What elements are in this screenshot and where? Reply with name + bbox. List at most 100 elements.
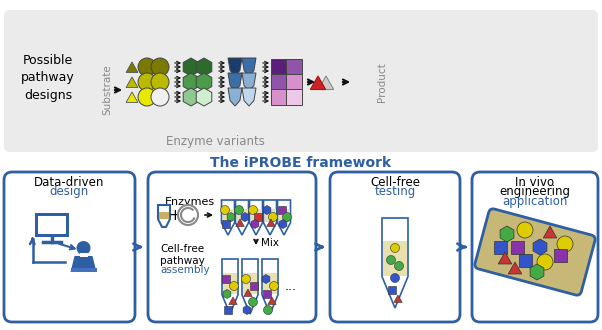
Bar xyxy=(286,74,302,90)
Bar xyxy=(254,213,262,221)
Polygon shape xyxy=(530,264,544,280)
Polygon shape xyxy=(264,209,276,222)
Polygon shape xyxy=(243,273,257,294)
Bar xyxy=(553,248,566,261)
Circle shape xyxy=(249,298,258,307)
Bar xyxy=(494,241,506,253)
Polygon shape xyxy=(183,73,199,91)
Text: Product: Product xyxy=(377,62,387,102)
Polygon shape xyxy=(223,289,231,299)
Circle shape xyxy=(517,222,533,238)
Text: testing: testing xyxy=(374,185,415,199)
Polygon shape xyxy=(222,200,235,235)
FancyBboxPatch shape xyxy=(330,172,460,322)
Polygon shape xyxy=(222,259,238,314)
Polygon shape xyxy=(223,273,237,294)
Polygon shape xyxy=(229,297,237,305)
Polygon shape xyxy=(237,209,247,222)
Text: Mix: Mix xyxy=(261,238,279,248)
Circle shape xyxy=(178,205,198,225)
Polygon shape xyxy=(543,226,557,238)
Circle shape xyxy=(537,254,553,270)
Bar xyxy=(70,268,96,272)
Polygon shape xyxy=(196,73,212,91)
Bar xyxy=(286,59,302,75)
FancyBboxPatch shape xyxy=(4,10,598,152)
Bar xyxy=(34,213,69,237)
Polygon shape xyxy=(394,295,402,303)
Bar xyxy=(388,286,396,294)
Polygon shape xyxy=(498,252,512,264)
Bar xyxy=(37,216,66,234)
Circle shape xyxy=(220,206,229,214)
Polygon shape xyxy=(159,212,169,219)
Circle shape xyxy=(229,281,238,290)
Polygon shape xyxy=(500,226,514,242)
Polygon shape xyxy=(196,58,212,76)
Text: design: design xyxy=(50,185,89,199)
Bar xyxy=(278,206,286,214)
Circle shape xyxy=(268,213,278,221)
Polygon shape xyxy=(235,200,249,235)
Polygon shape xyxy=(227,213,235,221)
Polygon shape xyxy=(278,200,291,235)
Polygon shape xyxy=(244,289,252,296)
Text: ...: ... xyxy=(285,280,297,292)
Text: Possible
pathway
designs: Possible pathway designs xyxy=(21,54,75,102)
Polygon shape xyxy=(508,262,522,274)
Text: Cell-free
pathway: Cell-free pathway xyxy=(160,244,205,266)
Circle shape xyxy=(282,213,291,221)
Polygon shape xyxy=(228,88,242,106)
Polygon shape xyxy=(279,209,290,222)
Polygon shape xyxy=(183,58,199,76)
Bar xyxy=(286,89,302,105)
Polygon shape xyxy=(236,219,244,226)
Bar xyxy=(271,74,287,90)
Text: Substrate: Substrate xyxy=(102,65,112,116)
Circle shape xyxy=(394,261,403,271)
Polygon shape xyxy=(241,213,249,221)
Polygon shape xyxy=(228,58,242,76)
Circle shape xyxy=(151,58,169,76)
Circle shape xyxy=(264,306,273,314)
Polygon shape xyxy=(267,219,275,226)
Polygon shape xyxy=(262,275,270,283)
Text: Enzymes: Enzymes xyxy=(165,197,215,207)
Polygon shape xyxy=(223,209,234,222)
Circle shape xyxy=(249,206,258,214)
Polygon shape xyxy=(382,218,408,308)
Circle shape xyxy=(391,244,400,252)
Circle shape xyxy=(557,236,573,252)
FancyBboxPatch shape xyxy=(472,172,598,322)
Circle shape xyxy=(76,241,90,255)
Bar xyxy=(510,241,524,253)
Polygon shape xyxy=(262,259,278,314)
Text: Data-driven: Data-driven xyxy=(34,176,105,188)
Polygon shape xyxy=(242,73,256,91)
Bar xyxy=(222,220,230,228)
Circle shape xyxy=(138,73,156,91)
Bar xyxy=(263,290,271,298)
Polygon shape xyxy=(228,73,242,91)
Circle shape xyxy=(151,73,169,91)
Text: +: + xyxy=(169,208,181,222)
Polygon shape xyxy=(263,206,271,214)
Polygon shape xyxy=(126,77,138,87)
Circle shape xyxy=(138,58,156,76)
Polygon shape xyxy=(242,58,256,76)
Circle shape xyxy=(235,206,243,214)
FancyBboxPatch shape xyxy=(148,172,316,322)
Bar xyxy=(518,253,532,267)
Text: engineering: engineering xyxy=(500,185,571,199)
Text: application: application xyxy=(502,195,568,209)
Bar xyxy=(271,59,287,75)
Polygon shape xyxy=(126,62,138,73)
Text: Cell-free: Cell-free xyxy=(370,176,420,188)
Polygon shape xyxy=(126,92,138,103)
Polygon shape xyxy=(250,209,261,222)
Circle shape xyxy=(386,255,396,265)
Text: In vivo: In vivo xyxy=(515,176,554,188)
Text: Enzyme variants: Enzyme variants xyxy=(166,136,264,148)
Polygon shape xyxy=(243,306,251,314)
Circle shape xyxy=(391,274,400,282)
